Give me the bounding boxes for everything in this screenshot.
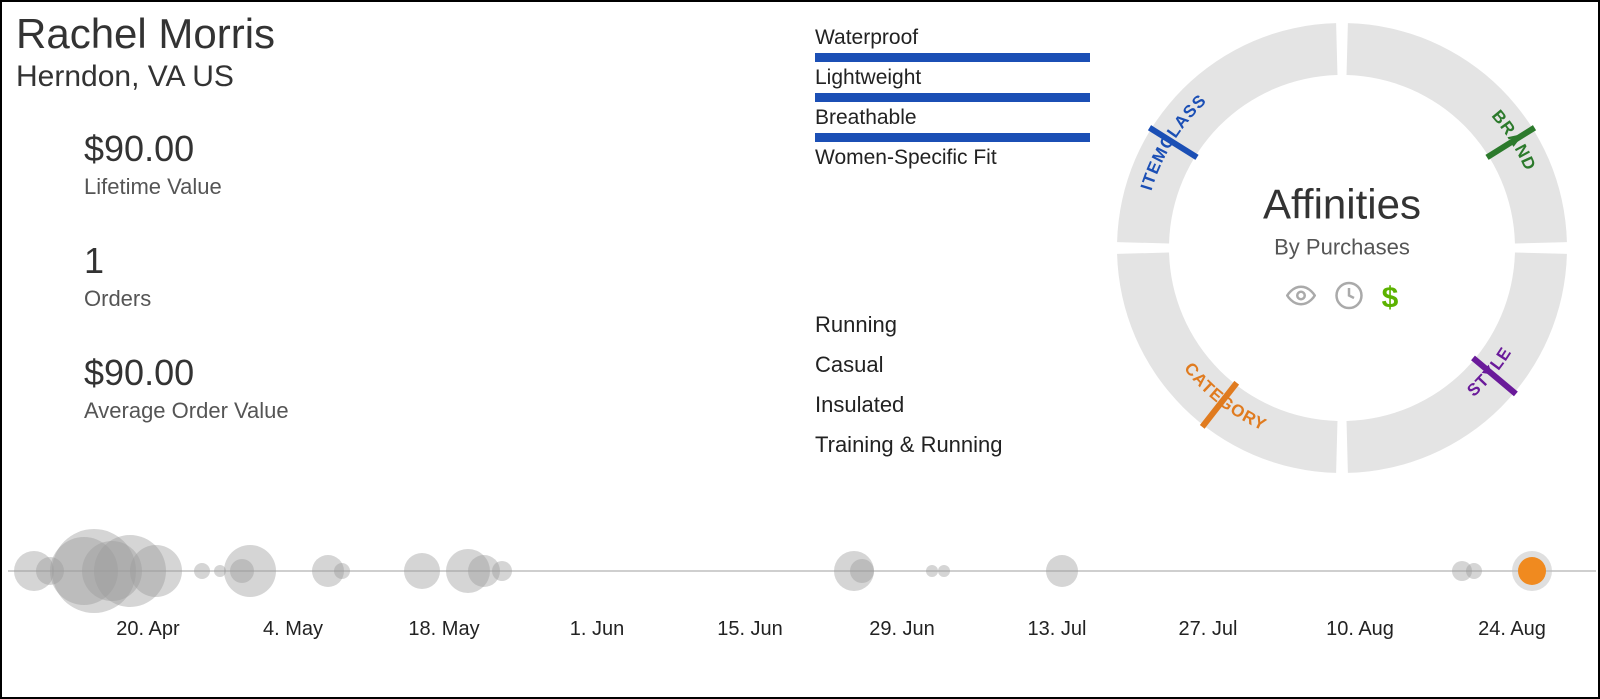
timeline-bubble[interactable] <box>224 545 276 597</box>
timeline-bubble[interactable] <box>334 563 350 579</box>
metric-block: 1 Orders <box>84 240 289 312</box>
customer-header: Rachel Morris Herndon, VA US <box>16 10 275 94</box>
timeline-bubble[interactable] <box>850 559 874 583</box>
clock-icon[interactable] <box>1334 281 1364 316</box>
timeline-tick-label: 4. May <box>263 618 323 641</box>
timeline-tick-label: 13. Jul <box>1028 618 1087 641</box>
timeline-tick-label: 27. Jul <box>1179 618 1238 641</box>
metric-value: $90.00 <box>84 352 289 394</box>
bar-fill <box>815 53 1090 62</box>
dollar-icon[interactable]: $ <box>1382 281 1399 315</box>
eye-icon[interactable] <box>1286 281 1316 316</box>
bar-fill <box>815 93 1090 102</box>
attribute-bars: Waterproof Lightweight Breathable Women-Spe… <box>815 26 1095 186</box>
affinity-donut: ITEMCLASSBRANDSTYLECATEGORY Affinities B… <box>1112 18 1572 478</box>
timeline-bubble[interactable] <box>492 561 512 581</box>
bar-row: Lightweight <box>815 66 1095 102</box>
metric-value: 1 <box>84 240 289 282</box>
donut-center: Affinities By Purchases $ <box>1202 181 1482 316</box>
donut-mode-icons: $ <box>1202 281 1482 316</box>
customer-name: Rachel Morris <box>16 10 275 58</box>
metric-block: $90.00 Lifetime Value <box>84 128 289 200</box>
attribute-list: Running Casual Insulated Training & Running <box>815 312 1003 472</box>
timeline-bubble[interactable] <box>404 553 440 589</box>
timeline-tick-label: 1. Jun <box>570 618 624 641</box>
timeline-bubble[interactable] <box>1466 563 1482 579</box>
bar-track <box>815 53 1090 62</box>
bar-track <box>815 133 1090 142</box>
metric-value: $90.00 <box>84 128 289 170</box>
metric-block: $90.00 Average Order Value <box>84 352 289 424</box>
timeline-bubble[interactable] <box>194 563 210 579</box>
bar-row: Waterproof <box>815 26 1095 62</box>
timeline-bubble[interactable] <box>1046 555 1078 587</box>
donut-subtitle: By Purchases <box>1202 235 1482 261</box>
bar-label: Waterproof <box>815 26 1095 50</box>
metric-label: Lifetime Value <box>84 174 289 200</box>
bar-track <box>815 173 1090 182</box>
timeline-tick-label: 18. May <box>408 618 479 641</box>
list-item: Insulated <box>815 392 1003 418</box>
bar-label: Lightweight <box>815 66 1095 90</box>
timeline-highlight[interactable] <box>1518 557 1546 585</box>
timeline-bubble[interactable] <box>926 565 938 577</box>
bar-row: Women-Specific Fit <box>815 146 1095 182</box>
list-item: Training & Running <box>815 432 1003 458</box>
customer-location: Herndon, VA US <box>16 60 275 94</box>
bar-label: Breathable <box>815 106 1095 130</box>
bar-fill <box>815 133 1090 142</box>
timeline-tick-label: 20. Apr <box>116 618 179 641</box>
bar-row: Breathable <box>815 106 1095 142</box>
bar-track <box>815 93 1090 102</box>
timeline-tick-label: 15. Jun <box>717 618 783 641</box>
donut-title: Affinities <box>1202 181 1482 229</box>
bar-label: Women-Specific Fit <box>815 146 1095 170</box>
activity-timeline[interactable]: 20. Apr 4. May 18. May 1. Jun 15. Jun 29. Jun… <box>2 532 1600 692</box>
timeline-tick-label: 24. Aug <box>1478 618 1546 641</box>
metrics-panel: $90.00 Lifetime Value 1 Orders $90.00 Average… <box>84 128 289 464</box>
list-item: Running <box>815 312 1003 338</box>
timeline-bubble[interactable] <box>938 565 950 577</box>
timeline-tick-label: 29. Jun <box>869 618 935 641</box>
timeline-bubble[interactable] <box>130 545 182 597</box>
timeline-tick-label: 10. Aug <box>1326 618 1394 641</box>
metric-label: Average Order Value <box>84 398 289 424</box>
list-item: Casual <box>815 352 1003 378</box>
metric-label: Orders <box>84 286 289 312</box>
